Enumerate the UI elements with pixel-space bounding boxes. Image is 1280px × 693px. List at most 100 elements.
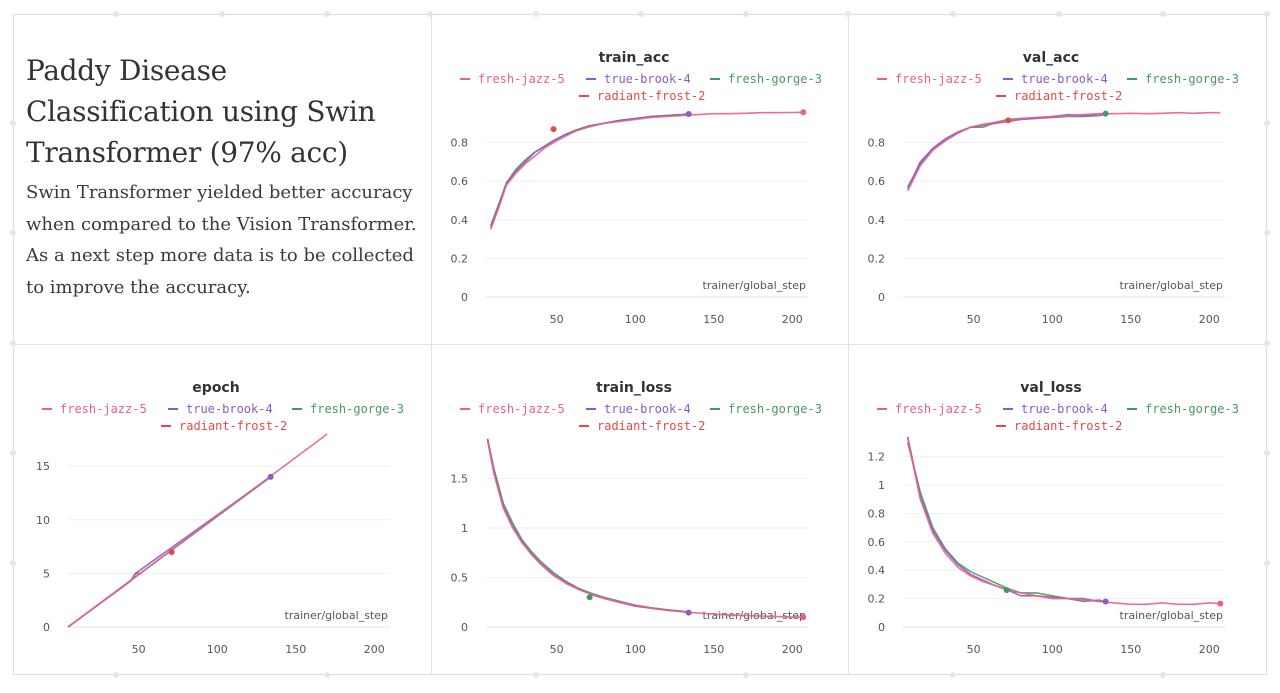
grid-handle[interactable] <box>743 11 749 17</box>
legend-item[interactable]: fresh-gorge-3 <box>292 402 404 416</box>
series-line-true-brook-4[interactable] <box>906 436 1106 603</box>
legend-item[interactable]: radiant-frost-2 <box>579 419 705 433</box>
y-tick-label: 0.2 <box>451 252 469 265</box>
legend-item[interactable]: fresh-jazz-5 <box>460 402 565 416</box>
legend-item[interactable]: radiant-frost-2 <box>996 419 1122 433</box>
grid-handle[interactable] <box>1056 11 1062 17</box>
chart-train-loss: train_loss fresh-jazz-5 true-brook-4 fresh-… <box>451 380 822 656</box>
data-point-true-brook-4[interactable] <box>685 609 692 616</box>
legend-item[interactable]: fresh-jazz-5 <box>42 402 147 416</box>
x-tick-label: 50 <box>550 643 564 656</box>
data-point-fresh-gorge-3[interactable] <box>586 594 593 601</box>
chart-panel-train-loss[interactable]: train_loss fresh-jazz-5 true-brook-4 fresh-… <box>432 370 837 665</box>
data-point-radiant-frost-2[interactable] <box>168 548 175 555</box>
series-line-fresh-jazz-5[interactable] <box>486 440 804 618</box>
series-line-fresh-jazz-5[interactable] <box>906 111 1221 192</box>
data-point-fresh-jazz-5[interactable] <box>1217 600 1224 607</box>
chart-val-acc: val_acc fresh-jazz-5 true-brook-4 fresh-gor… <box>868 50 1239 326</box>
legend-item[interactable]: radiant-frost-2 <box>161 419 287 433</box>
y-tick-label: 0 <box>43 621 50 634</box>
legend-item[interactable]: fresh-gorge-3 <box>710 402 822 416</box>
legend-item[interactable]: fresh-jazz-5 <box>460 72 565 86</box>
data-point-true-brook-4[interactable] <box>267 473 274 480</box>
series-line-fresh-gorge-3[interactable] <box>906 112 1106 188</box>
grid-handle[interactable] <box>950 672 956 678</box>
y-tick-label: 0.8 <box>868 137 886 150</box>
grid-handle[interactable] <box>113 672 119 678</box>
grid-handle[interactable] <box>1264 11 1270 17</box>
series-line-fresh-gorge-3[interactable] <box>906 442 1106 603</box>
grid-handle[interactable] <box>1264 230 1270 236</box>
legend-item[interactable]: true-brook-4 <box>168 402 273 416</box>
data-point-fresh-gorge-3[interactable] <box>1003 587 1010 594</box>
chart-epoch: epoch fresh-jazz-5 true-brook-4 fresh-gorge… <box>36 380 404 656</box>
x-axis-label: trainer/global_step <box>1120 279 1223 292</box>
grid-handle[interactable] <box>845 11 851 17</box>
chart-panel-val-loss[interactable]: val_loss fresh-jazz-5 true-brook-4 fresh-go… <box>849 370 1254 665</box>
legend-item[interactable]: fresh-gorge-3 <box>1127 72 1239 86</box>
y-tick-label: 0.5 <box>451 572 469 585</box>
x-tick-label: 150 <box>1120 313 1141 326</box>
legend-item[interactable]: true-brook-4 <box>1003 72 1108 86</box>
data-point-fresh-jazz-5[interactable] <box>800 109 807 116</box>
legend-label: fresh-jazz-5 <box>895 402 982 416</box>
grid-handle[interactable] <box>10 120 16 126</box>
data-point-fresh-jazz-5[interactable] <box>800 614 807 621</box>
data-point-radiant-frost-2[interactable] <box>1005 117 1012 124</box>
grid-handle[interactable] <box>219 11 225 17</box>
series-line-fresh-jazz-5[interactable] <box>489 111 804 230</box>
grid-handle[interactable] <box>10 450 16 456</box>
series-line-fresh-jazz-5[interactable] <box>906 438 1221 606</box>
grid-handle[interactable] <box>743 672 749 678</box>
y-tick-label: 0.4 <box>868 214 886 227</box>
legend-item[interactable]: true-brook-4 <box>586 72 691 86</box>
legend-item[interactable]: true-brook-4 <box>586 402 691 416</box>
chart-panel-val-acc[interactable]: val_acc fresh-jazz-5 true-brook-4 fresh-gor… <box>849 40 1254 335</box>
legend-label: fresh-gorge-3 <box>1145 402 1239 416</box>
legend-item[interactable]: true-brook-4 <box>1003 402 1108 416</box>
legend-label: fresh-jazz-5 <box>478 72 565 86</box>
grid-handle[interactable] <box>10 340 16 346</box>
y-tick-label: 0.2 <box>868 252 886 265</box>
grid-handle[interactable] <box>533 11 539 17</box>
chart-panel-train-acc[interactable]: train_acc fresh-jazz-5 true-brook-4 fresh-g… <box>432 40 837 335</box>
legend-item[interactable]: fresh-gorge-3 <box>710 72 822 86</box>
legend-item[interactable]: fresh-gorge-3 <box>1127 402 1239 416</box>
legend-item[interactable]: fresh-jazz-5 <box>877 72 982 86</box>
grid-handle[interactable] <box>1264 340 1270 346</box>
grid-handle[interactable] <box>1264 450 1270 456</box>
x-tick-label: 100 <box>625 313 646 326</box>
y-tick-label: 1 <box>461 522 468 535</box>
grid-handle[interactable] <box>10 230 16 236</box>
chart-panel-epoch[interactable]: epoch fresh-jazz-5 true-brook-4 fresh-gorge… <box>14 370 419 665</box>
grid-handle[interactable] <box>324 11 330 17</box>
legend-item[interactable]: radiant-frost-2 <box>996 89 1122 103</box>
series-line-true-brook-4[interactable] <box>486 438 689 614</box>
legend-label: true-brook-4 <box>1021 72 1108 86</box>
grid-handle[interactable] <box>10 560 16 566</box>
grid-handle[interactable] <box>324 672 330 678</box>
grid-handle[interactable] <box>638 11 644 17</box>
legend-item[interactable]: radiant-frost-2 <box>579 89 705 103</box>
grid-handle[interactable] <box>950 11 956 17</box>
grid-handle[interactable] <box>427 11 433 17</box>
legend-label: fresh-gorge-3 <box>310 402 404 416</box>
legend-item[interactable]: fresh-jazz-5 <box>877 402 982 416</box>
grid-handle[interactable] <box>1264 120 1270 126</box>
series-line-true-brook-4[interactable] <box>489 113 689 228</box>
grid-handle[interactable] <box>113 11 119 17</box>
grid-handle[interactable] <box>533 672 539 678</box>
series-line-true-brook-4[interactable] <box>906 113 1106 190</box>
grid-handle[interactable] <box>1160 11 1166 17</box>
grid-handle[interactable] <box>1160 672 1166 678</box>
y-tick-label: 10 <box>36 514 50 527</box>
data-point-true-brook-4[interactable] <box>685 111 692 118</box>
series-line-fresh-gorge-3[interactable] <box>486 438 689 613</box>
x-tick-label: 200 <box>1199 313 1220 326</box>
legend-label: fresh-gorge-3 <box>728 402 822 416</box>
data-point-true-brook-4[interactable] <box>1102 598 1109 605</box>
series-line-fresh-jazz-5[interactable] <box>67 433 328 628</box>
data-point-radiant-frost-2[interactable] <box>550 126 557 133</box>
grid-handle[interactable] <box>1264 560 1270 566</box>
data-point-fresh-gorge-3[interactable] <box>1102 110 1109 117</box>
